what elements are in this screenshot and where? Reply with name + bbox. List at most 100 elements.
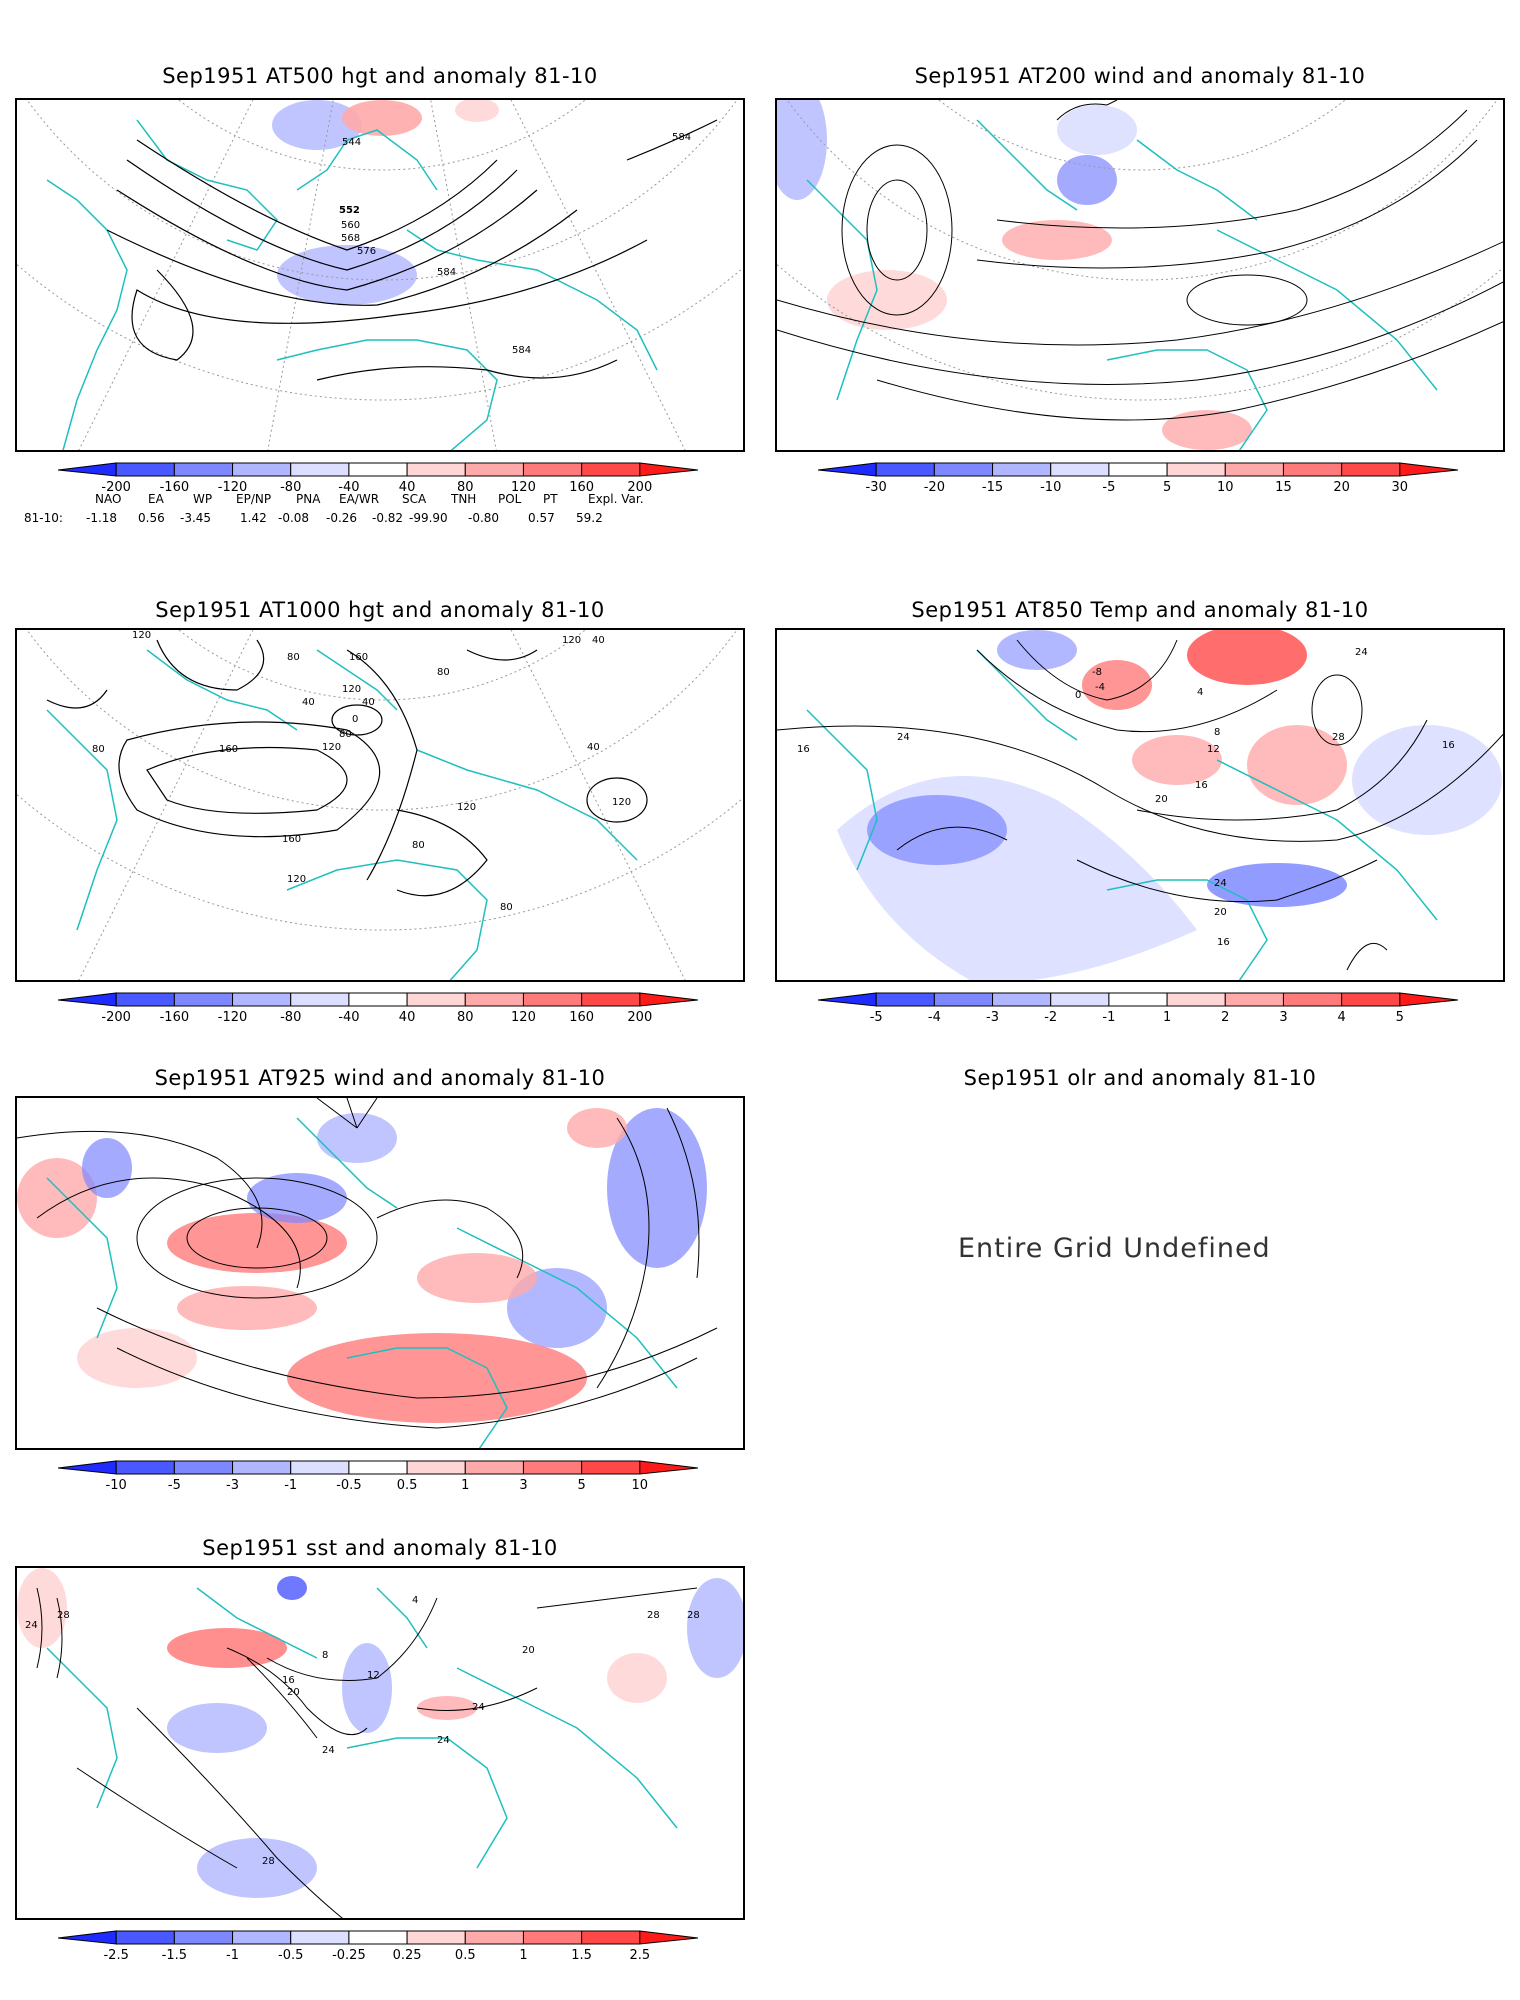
colorbar-tick-label: -20: [923, 480, 945, 495]
contour-label: 40: [592, 635, 605, 646]
index-name: PT: [543, 492, 558, 506]
anomaly-blob: [1082, 660, 1152, 710]
anomaly-blob: [1247, 725, 1347, 805]
anomaly-blob: [82, 1138, 132, 1198]
contour-label: 12: [1207, 744, 1220, 755]
anomaly-shading: [17, 1568, 743, 1898]
panel-at1000: Sep1951 AT1000 hgt and anomaly 81-10: [0, 560, 760, 1030]
colorbar-bin: [464, 1930, 524, 1945]
contour-label: 24: [1355, 647, 1368, 658]
anomaly-blob: [1132, 735, 1222, 785]
panel-olr: Sep1951 olr and anomaly 81-10 Entire Gri…: [760, 1030, 1520, 1500]
colorbar-tick-label: 40: [398, 1010, 416, 1025]
colorbar-swatches: [58, 1460, 698, 1475]
colorbar-bin: [348, 992, 408, 1007]
coastlines: [46, 649, 638, 980]
index-value: 0.56: [138, 511, 165, 525]
temperature-contours: [777, 639, 1503, 971]
colorbar-bin: [348, 1460, 408, 1475]
colorbar-tick-label: -10: [105, 1478, 127, 1493]
sst-contours: [36, 1587, 698, 1918]
contour-label: 16: [282, 1675, 295, 1686]
index-name: EA/WR: [339, 492, 380, 506]
colorbar-bin: [875, 462, 935, 477]
colorbar-tick-label: -40: [338, 480, 360, 495]
contour-label: 120: [457, 802, 476, 813]
contour-label: 120: [287, 874, 306, 885]
index-value: -0.08: [278, 511, 310, 525]
colorbar-tick-label: 4: [1337, 1010, 1346, 1025]
colorbar-tick-label: -0.25: [332, 1948, 366, 1963]
height-contours: [46, 639, 648, 897]
contour-label: 120: [342, 684, 361, 695]
anomaly-blob: [1002, 220, 1112, 260]
panel-title: Sep1951 AT200 wind and anomaly 81-10: [914, 64, 1366, 88]
contour-label: 4: [412, 1595, 418, 1606]
colorbar-tick-label: -120: [217, 480, 248, 495]
index-value: -1.18: [86, 511, 118, 525]
colorbar-tick-label: -1: [1102, 1010, 1116, 1025]
contour-labels: -8 -4 0 4 8 12 16 20 24 28 24 16 16 16 2…: [797, 647, 1455, 948]
anomaly-shading: [272, 100, 499, 305]
contour-label: 584: [437, 267, 456, 278]
contour-label: 80: [287, 652, 300, 663]
contour-label: 24: [25, 1620, 38, 1631]
colorbar-bin: [464, 462, 524, 477]
colorbar-tick-label: -2: [1044, 1010, 1058, 1025]
colorbar-tick-label: 30: [1391, 480, 1409, 495]
graticule: [17, 100, 743, 450]
anomaly-blob: [777, 100, 827, 200]
colorbar-bin: [115, 1460, 175, 1475]
colorbar-tick-label: 160: [569, 480, 595, 495]
colorbar-bin: [232, 1460, 292, 1475]
anomaly-blob: [1162, 410, 1252, 450]
colorbar-tick-label: -120: [217, 1010, 248, 1025]
colorbar-tick-label: 80: [456, 480, 474, 495]
colorbar-bin: [348, 1930, 408, 1945]
contour-label: 20: [522, 1645, 535, 1656]
colorbar-bin: [173, 462, 234, 477]
colorbar-tick-label: -0.5: [336, 1478, 362, 1493]
streamlines: [777, 100, 1503, 421]
colorbar-tick-label: -5: [167, 1478, 181, 1493]
index-value: 0.57: [528, 511, 555, 525]
index-name: TNH: [451, 492, 477, 506]
colorbar-tick-label: -200: [101, 1010, 131, 1025]
colorbar-tick-label: 3: [1279, 1010, 1288, 1025]
colorbar-bin: [173, 1930, 234, 1945]
anomaly-blob: [277, 1576, 307, 1600]
contour-label: 24: [1214, 878, 1227, 889]
contour-label: -8: [1092, 667, 1102, 678]
colorbar-bin: [639, 992, 698, 1007]
index-name: EA: [148, 492, 164, 506]
map-frame: 544 552 560 568 576 584 584 584: [15, 98, 745, 452]
map-plot: 24 28 4 8 12 16 20 24 28 24 28 20 24 28: [17, 1568, 743, 1918]
anomaly-blob: [167, 1703, 267, 1753]
colorbar-tick-label: -15: [981, 480, 1004, 495]
graticule: [17, 630, 743, 980]
height-contours: [106, 119, 718, 381]
contour-label: 12: [367, 1670, 380, 1681]
index-value: -0.82: [372, 511, 404, 525]
contour-label: 0: [352, 714, 358, 725]
panel-title: Sep1951 olr and anomaly 81-10: [963, 1066, 1317, 1090]
colorbar-bin: [1224, 992, 1284, 1007]
map-frame: [15, 1096, 745, 1450]
colorbar-tick-label: 200: [627, 1010, 653, 1025]
colorbar-bin: [639, 1930, 698, 1945]
colorbar-swatches: [58, 462, 698, 477]
colorbar-bin: [115, 992, 175, 1007]
anomaly-blob: [342, 1643, 392, 1733]
contour-label: 560: [341, 220, 360, 231]
anomaly-blob: [277, 245, 417, 305]
colorbar-bin: [1166, 992, 1226, 1007]
anomaly-shading: [17, 1108, 707, 1423]
undefined-grid-message: Entire Grid Undefined: [958, 1233, 1271, 1264]
colorbar-tick-label: 0.25: [392, 1948, 422, 1963]
anomaly-blob: [607, 1653, 667, 1703]
colorbar-bin: [290, 462, 350, 477]
contour-label: -4: [1095, 682, 1105, 693]
colorbar-bin: [1399, 462, 1458, 477]
colorbar-tick-label: 10: [631, 1478, 649, 1493]
colorbar-tick-label: -160: [159, 1010, 190, 1025]
